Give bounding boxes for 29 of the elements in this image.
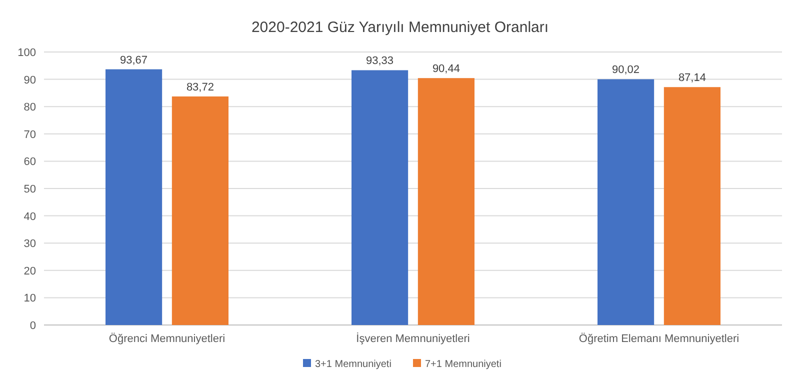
y-tick-label: 20 xyxy=(24,265,36,278)
y-tick-label: 90 xyxy=(24,74,36,86)
bar xyxy=(598,79,654,325)
data-label: 90,44 xyxy=(432,63,460,76)
y-tick-label: 0 xyxy=(30,320,36,332)
data-label: 83,72 xyxy=(186,81,214,94)
y-tick-label: 30 xyxy=(24,238,36,250)
legend-label: 7+1 Memnuniyeti xyxy=(425,359,502,370)
x-tick-label: Öğrenci Memnuniyetleri xyxy=(108,332,226,345)
x-tick-label: İşveren Memnuniyetleri xyxy=(356,332,470,345)
y-tick-label: 10 xyxy=(24,292,36,305)
y-tick-label: 60 xyxy=(24,156,36,168)
data-label: 87,14 xyxy=(678,72,706,84)
y-tick-label: 70 xyxy=(24,128,36,141)
y-tick-label: 40 xyxy=(24,210,36,223)
bar xyxy=(172,96,228,325)
bar xyxy=(352,70,408,325)
y-tick-label: 100 xyxy=(18,47,36,59)
x-tick-label: Öğretim Elemanı Memnuniyetleri xyxy=(578,332,740,345)
chart-title: 2020-2021 Güz Yarıyılı Memnuniyet Oranları xyxy=(251,19,549,36)
legend-label: 3+1 Memnuniyeti xyxy=(315,359,392,370)
bar xyxy=(664,87,720,325)
bar xyxy=(418,78,474,325)
y-tick-label: 50 xyxy=(24,184,36,196)
y-tick-label: 80 xyxy=(24,102,36,114)
data-label: 93,33 xyxy=(366,55,394,68)
bar xyxy=(106,69,162,325)
data-label: 93,67 xyxy=(120,54,148,66)
data-label: 90,02 xyxy=(612,64,640,76)
